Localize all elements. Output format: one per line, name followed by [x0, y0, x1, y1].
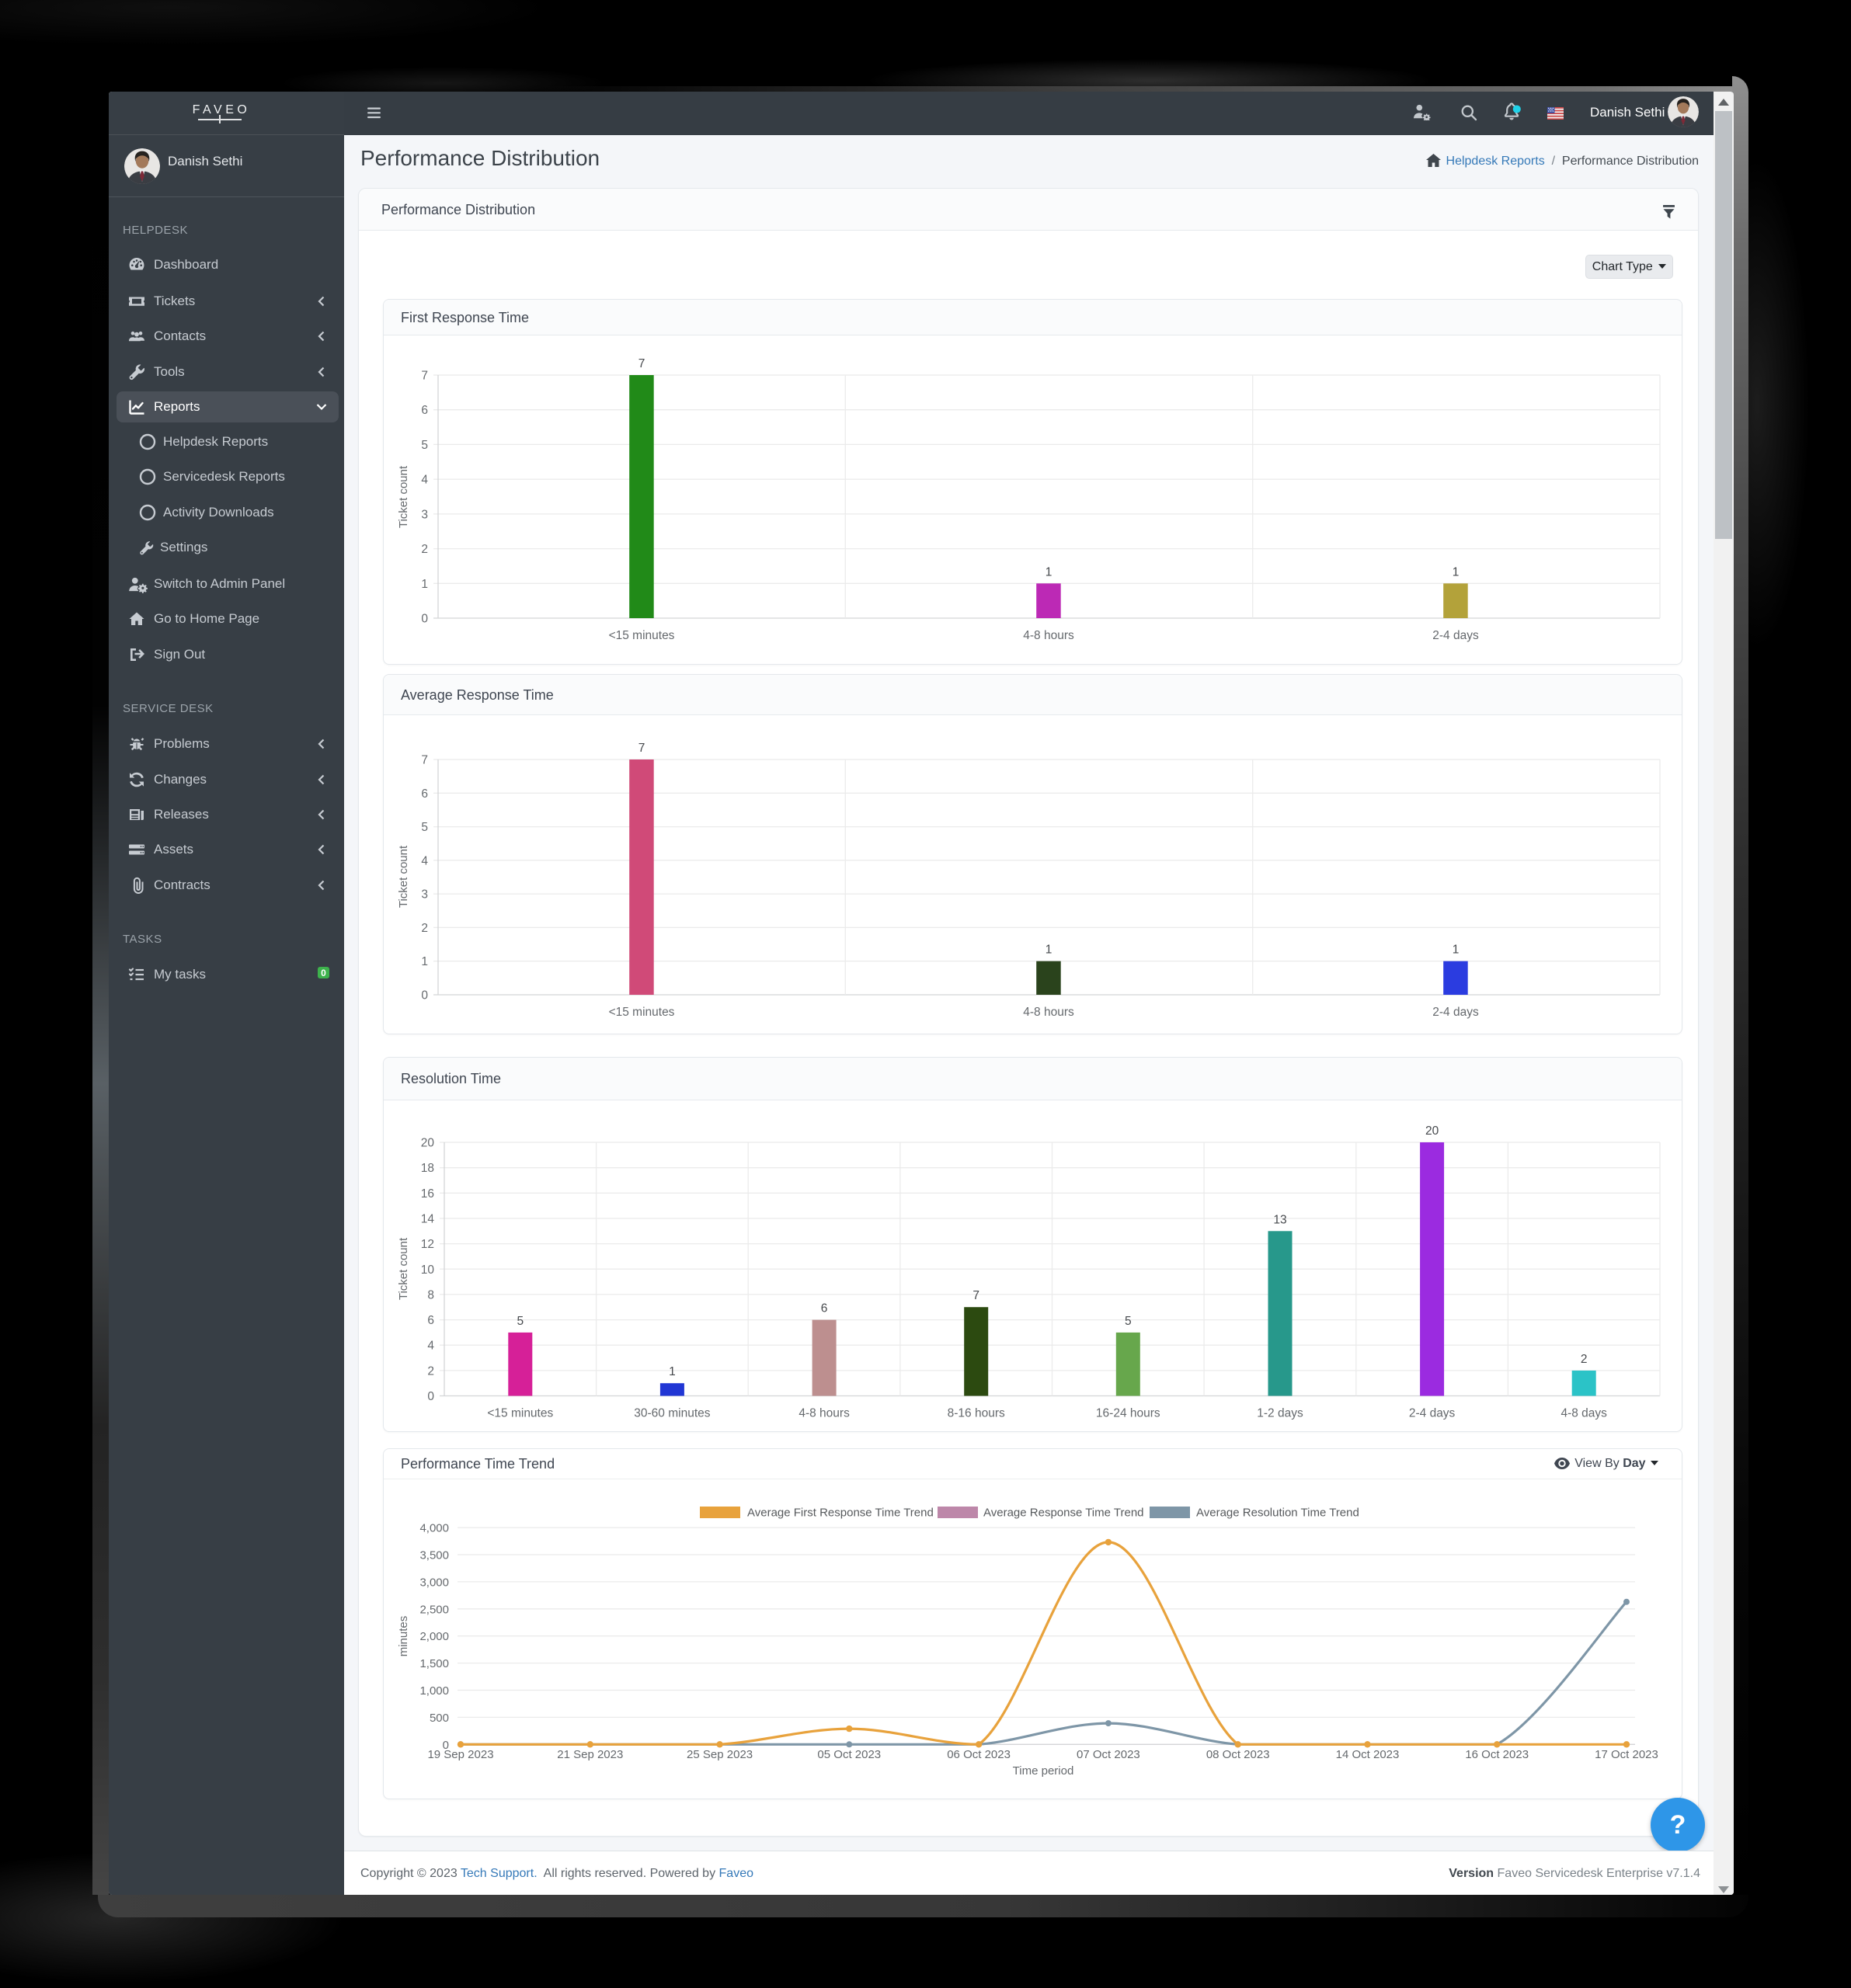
svg-text:5: 5: [1125, 1315, 1132, 1328]
svg-text:16 Oct 2023: 16 Oct 2023: [1465, 1748, 1529, 1761]
svg-text:6: 6: [421, 787, 428, 801]
svg-text:4-8 hours: 4-8 hours: [1023, 629, 1074, 642]
svg-text:25 Sep 2023: 25 Sep 2023: [687, 1748, 753, 1761]
svg-text:2: 2: [427, 1364, 434, 1378]
svg-text:1: 1: [421, 955, 428, 968]
svg-text:8: 8: [427, 1288, 434, 1302]
svg-text:6: 6: [427, 1314, 434, 1327]
svg-text:20: 20: [421, 1137, 435, 1150]
svg-text:0: 0: [443, 1739, 449, 1752]
svg-text:2-4 days: 2-4 days: [1432, 1006, 1479, 1019]
svg-text:<15 minutes: <15 minutes: [487, 1407, 553, 1420]
svg-text:1,000: 1,000: [419, 1684, 449, 1698]
svg-text:Average Response Time Trend: Average Response Time Trend: [983, 1507, 1144, 1520]
svg-text:08 Oct 2023: 08 Oct 2023: [1206, 1748, 1270, 1761]
svg-text:1: 1: [1453, 944, 1460, 957]
svg-text:Time period: Time period: [1013, 1764, 1074, 1778]
svg-text:16: 16: [421, 1187, 434, 1201]
svg-text:3: 3: [421, 508, 428, 521]
svg-text:4: 4: [427, 1340, 434, 1353]
svg-text:20: 20: [1425, 1124, 1439, 1138]
svg-text:2,500: 2,500: [419, 1603, 449, 1616]
svg-text:21 Sep 2023: 21 Sep 2023: [557, 1748, 623, 1761]
svg-text:2-4 days: 2-4 days: [1409, 1407, 1456, 1420]
svg-text:1: 1: [1046, 565, 1052, 579]
svg-text:12: 12: [421, 1238, 434, 1251]
svg-text:7: 7: [421, 370, 428, 383]
svg-text:05 Oct 2023: 05 Oct 2023: [817, 1748, 881, 1761]
svg-text:16-24 hours: 16-24 hours: [1096, 1407, 1160, 1420]
svg-text:2: 2: [421, 922, 428, 935]
svg-text:17 Oct 2023: 17 Oct 2023: [1595, 1748, 1658, 1761]
svg-text:Average Resolution Time Trend: Average Resolution Time Trend: [1196, 1507, 1359, 1520]
svg-text:4,000: 4,000: [419, 1522, 449, 1535]
svg-text:<15 minutes: <15 minutes: [609, 629, 675, 642]
svg-text:5: 5: [421, 439, 428, 452]
svg-text:4-8 days: 4-8 days: [1560, 1407, 1607, 1420]
svg-text:18: 18: [421, 1162, 434, 1175]
svg-text:14 Oct 2023: 14 Oct 2023: [1336, 1748, 1400, 1761]
svg-text:Ticket count: Ticket count: [397, 845, 410, 908]
svg-text:07 Oct 2023: 07 Oct 2023: [1077, 1748, 1140, 1761]
svg-text:2-4 days: 2-4 days: [1432, 629, 1479, 642]
svg-text:5: 5: [421, 821, 428, 834]
svg-text:1: 1: [1453, 565, 1460, 579]
svg-text:1: 1: [421, 578, 428, 591]
svg-text:6: 6: [421, 404, 428, 417]
svg-text:500: 500: [430, 1712, 449, 1725]
svg-text:3,500: 3,500: [419, 1549, 449, 1562]
svg-text:0: 0: [421, 989, 428, 1003]
svg-text:3,000: 3,000: [419, 1576, 449, 1589]
svg-text:Average First Response Time Tr: Average First Response Time Trend: [747, 1507, 934, 1520]
svg-text:4: 4: [421, 474, 428, 487]
svg-text:4-8 hours: 4-8 hours: [799, 1407, 850, 1420]
svg-text:5: 5: [517, 1315, 524, 1328]
svg-text:1-2 days: 1-2 days: [1257, 1407, 1303, 1420]
svg-text:1: 1: [669, 1365, 676, 1378]
svg-text:3: 3: [421, 888, 428, 902]
svg-text:06 Oct 2023: 06 Oct 2023: [947, 1748, 1011, 1761]
svg-text:7: 7: [638, 357, 645, 370]
svg-text:10: 10: [421, 1263, 435, 1277]
svg-text:6: 6: [821, 1302, 828, 1315]
svg-text:8-16 hours: 8-16 hours: [948, 1407, 1005, 1420]
svg-text:30-60 minutes: 30-60 minutes: [634, 1407, 710, 1420]
svg-text:2: 2: [1581, 1353, 1588, 1366]
svg-text:Ticket count: Ticket count: [397, 1237, 410, 1300]
svg-text:7: 7: [638, 742, 645, 755]
svg-text:7: 7: [421, 754, 428, 767]
svg-text:1,500: 1,500: [419, 1657, 449, 1670]
svg-text:Ticket count: Ticket count: [397, 465, 410, 528]
svg-text:2: 2: [421, 543, 428, 556]
svg-text:14: 14: [421, 1213, 435, 1226]
svg-text:minutes: minutes: [397, 1616, 410, 1657]
svg-text:0: 0: [427, 1390, 434, 1403]
svg-text:19 Sep 2023: 19 Sep 2023: [427, 1748, 493, 1761]
svg-text:4-8 hours: 4-8 hours: [1023, 1006, 1074, 1019]
svg-text:<15 minutes: <15 minutes: [609, 1006, 675, 1019]
svg-text:7: 7: [972, 1289, 979, 1302]
svg-text:1: 1: [1046, 944, 1052, 957]
svg-text:13: 13: [1273, 1213, 1286, 1226]
svg-text:0: 0: [421, 613, 428, 626]
svg-text:4: 4: [421, 854, 428, 867]
svg-text:2,000: 2,000: [419, 1630, 449, 1643]
